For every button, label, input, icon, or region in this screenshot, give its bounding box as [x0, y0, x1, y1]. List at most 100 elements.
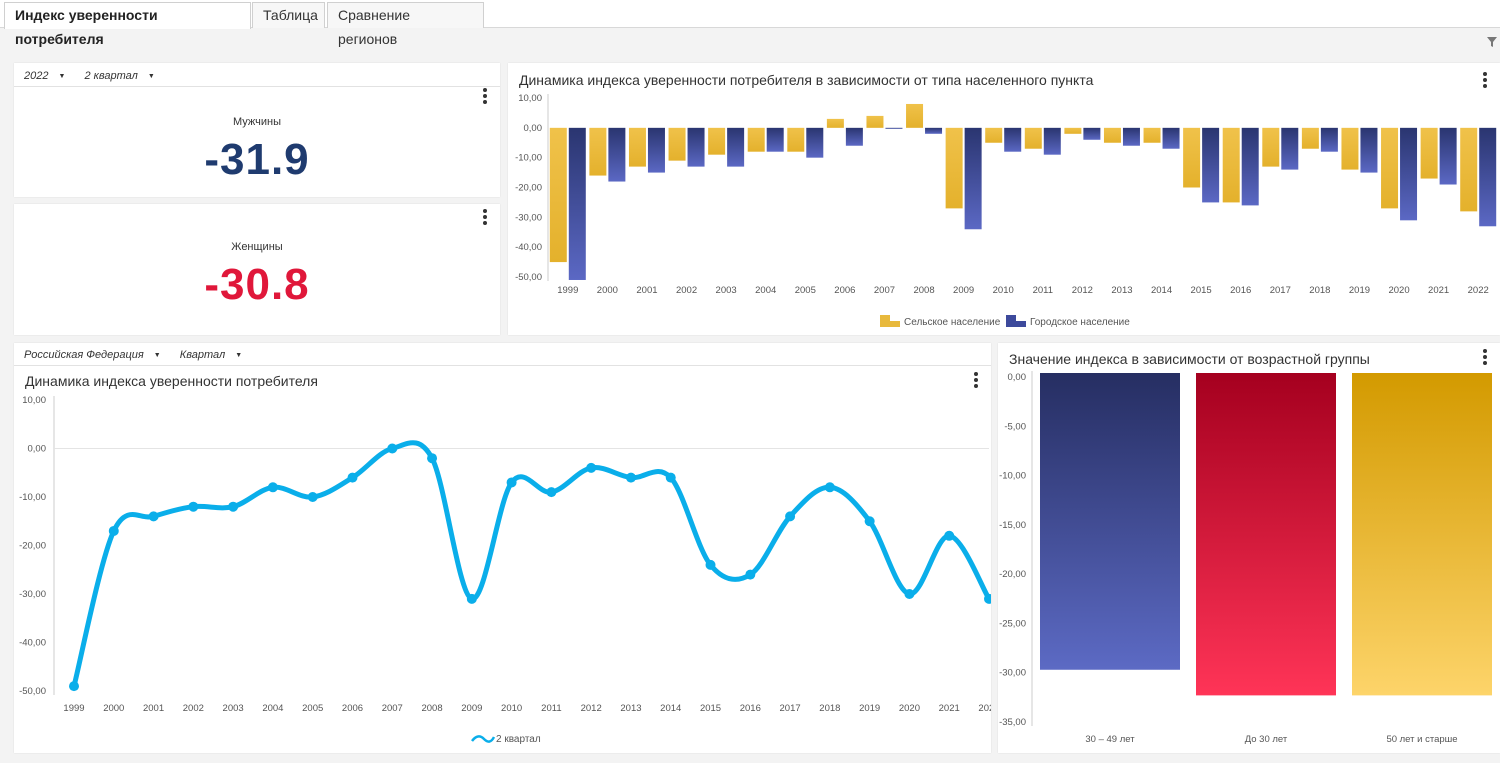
x-tick-label: 2016 [740, 703, 761, 714]
x-tick-label: 2010 [501, 703, 522, 714]
kebab-menu-icon[interactable] [974, 372, 978, 388]
bar-rural [549, 127, 567, 263]
x-tick-label: 2005 [795, 285, 816, 296]
x-tick-label: 2006 [834, 285, 855, 296]
consumer-index-line-chart: 10,00 0,00 -10,00 -20,00 -30,00 -40,00 -50,00 1… [19, 395, 991, 745]
legend-swatch [471, 735, 496, 743]
x-tick-label: 2006 [342, 703, 363, 714]
x-tick-label: 2016 [1230, 285, 1251, 296]
x-tick-label: 2000 [103, 703, 124, 714]
x-tick-label: 2019 [1349, 285, 1370, 296]
bar-rural [826, 118, 844, 128]
x-tick-label: 2008 [913, 285, 934, 296]
bar-urban [647, 127, 665, 173]
age-bar-chart: 0,00 -5,00 -10,00 -15,00 -20,00 -25,00 -30,00 -… [999, 371, 1492, 745]
bar-rural [866, 115, 884, 128]
kpi-men-card: 2022 ▼ 2 квартал ▼ Мужчины -31.9 [14, 63, 500, 197]
x-tick-label: 2014 [1151, 285, 1172, 296]
y-tick-label: -30,00 [19, 589, 46, 600]
data-point [705, 559, 716, 570]
x-tick-label: 2010 [993, 285, 1014, 296]
kpi-women-card: Женщины -30.8 [14, 204, 500, 335]
x-tick-label: 1999 [63, 703, 84, 714]
bar-urban [1360, 127, 1378, 173]
region-selector[interactable]: Российская Федерация ▼ [24, 349, 169, 361]
x-tick-label: 2003 [223, 703, 244, 714]
tab-table[interactable]: Таблица [252, 2, 325, 28]
y-tick-label: -20,00 [19, 541, 46, 552]
data-point [108, 525, 119, 536]
bar-urban [727, 127, 745, 167]
caret-down-icon: ▼ [153, 351, 161, 359]
data-point [904, 589, 915, 599]
data-point [944, 530, 955, 541]
bar-urban [885, 127, 903, 129]
series-line [71, 440, 991, 689]
period-value: Квартал [179, 349, 226, 361]
y-tick-label: 10,00 [518, 93, 542, 104]
bar-rural [1024, 127, 1042, 149]
data-point [148, 511, 159, 522]
x-tick-label: 2013 [1111, 285, 1132, 296]
x-tick-label: 2004 [755, 285, 776, 296]
tab-regions[interactable]: Сравнение регионов [327, 2, 484, 47]
kpi-women-value: -30.8 [204, 260, 310, 309]
bar-rural [1103, 127, 1121, 143]
y-tick-label: -50,00 [19, 686, 46, 697]
kpi-selectors: 2022 ▼ 2 квартал ▼ [24, 70, 171, 82]
x-tick-label: 2001 [636, 285, 657, 296]
period-selector[interactable]: Квартал ▼ [180, 349, 250, 361]
y-tick-label: -30,00 [999, 668, 1026, 679]
x-tick-label: 2015 [700, 703, 721, 714]
x-tick-label: 2012 [581, 703, 602, 714]
y-tick-label: -25,00 [999, 618, 1026, 629]
bar-urban [964, 127, 982, 230]
x-tick-label: 2000 [597, 285, 618, 296]
y-tick-label: -10,00 [999, 471, 1026, 482]
bar-urban [1202, 127, 1220, 203]
bar-rural [628, 127, 646, 167]
year-value: 2022 [24, 70, 49, 82]
bar-rural [1420, 127, 1438, 179]
y-tick-label: -50,00 [515, 272, 542, 283]
bar-rural [1341, 127, 1359, 170]
x-tick-label: 2022 [1468, 285, 1489, 296]
kpi-men-value: -31.9 [204, 135, 310, 184]
age-chart-card: Значение индекса в зависимости от возрас… [998, 343, 1500, 753]
x-tick-label: До 30 лет [1245, 734, 1288, 745]
data-point [307, 492, 318, 502]
bar-urban [1122, 127, 1140, 146]
kebab-menu-icon[interactable] [1483, 349, 1487, 365]
kebab-menu-icon[interactable] [483, 88, 487, 104]
bar-rural [1183, 127, 1201, 188]
y-tick-label: -20,00 [515, 183, 542, 194]
bar-rural [747, 127, 765, 152]
y-tick-label: -5,00 [1004, 421, 1026, 432]
y-tick-label: -10,00 [19, 492, 46, 503]
x-tick-label: 2021 [1428, 285, 1449, 296]
quarter-selector[interactable]: 2 квартал ▼ [84, 70, 162, 82]
x-tick-label: 30 – 49 лет [1085, 734, 1135, 745]
year-selector[interactable]: 2022 ▼ [24, 70, 73, 82]
kebab-menu-icon[interactable] [1483, 72, 1487, 88]
caret-down-icon: ▼ [147, 72, 155, 80]
bar-rural [787, 127, 805, 152]
data-point [387, 443, 398, 454]
tab-consumer-index[interactable]: Индекс уверенности потребителя [4, 2, 251, 47]
bar-urban [1241, 127, 1259, 206]
data-point [785, 511, 796, 522]
bar-urban [608, 127, 626, 182]
x-tick-label: 2020 [899, 703, 920, 714]
x-tick-label: 2009 [953, 285, 974, 296]
bar-rural [589, 127, 607, 176]
legend-swatch [890, 321, 900, 327]
legend-label: Городское население [1030, 317, 1130, 328]
x-tick-label: 1999 [557, 285, 578, 296]
legend-swatch [1006, 315, 1016, 327]
y-tick-label: 0,00 [524, 123, 543, 134]
kebab-menu-icon[interactable] [483, 209, 487, 225]
filter-icon[interactable] [1486, 36, 1498, 48]
age-bar [1196, 373, 1336, 696]
data-point [188, 501, 199, 512]
bar-urban [1439, 127, 1457, 185]
